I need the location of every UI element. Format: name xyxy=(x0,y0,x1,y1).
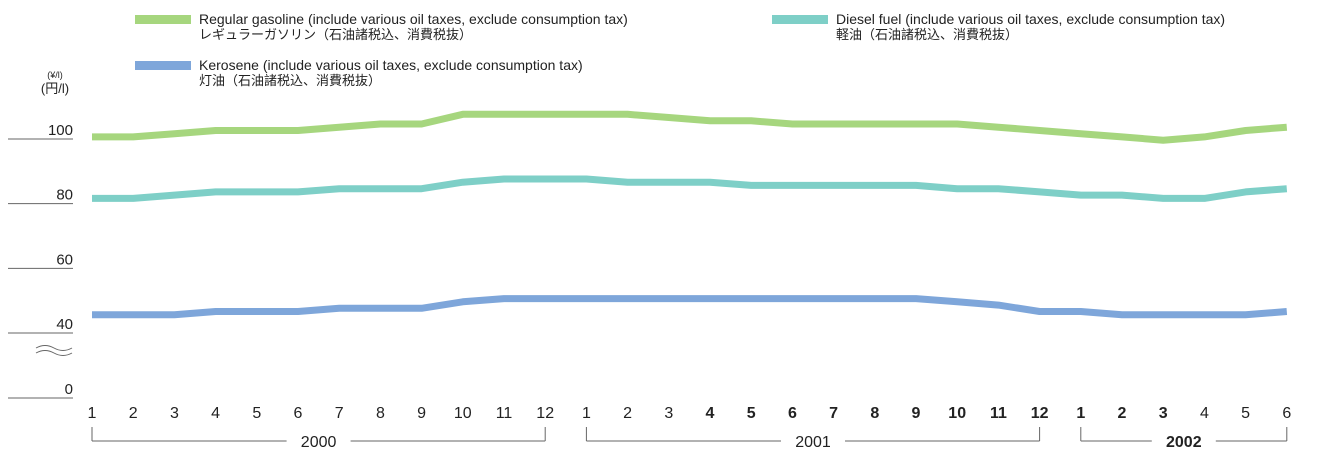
axis-break-line xyxy=(35,345,73,351)
x-tick-label: 1 xyxy=(1076,405,1085,422)
x-tick-label: 12 xyxy=(536,405,554,422)
legend-item-diesel: Diesel fuel (include various oil taxes, … xyxy=(772,12,1225,42)
x-tick-label: 8 xyxy=(376,405,385,422)
x-tick-label: 10 xyxy=(948,405,966,422)
y-axis-unit-ja: (円/l) xyxy=(40,81,70,96)
legend-swatch-gasoline xyxy=(135,15,191,24)
legend-label-gasoline-ja: レギュラーガソリン（石油諸税込、消費税抜） xyxy=(199,27,473,42)
year-label: 2001 xyxy=(795,434,831,451)
x-tick-label: 6 xyxy=(294,405,303,422)
x-tick-label: 1 xyxy=(88,405,97,422)
legend-item-kerosene: Kerosene (include various oil taxes, exc… xyxy=(135,58,583,88)
x-tick-label: 7 xyxy=(829,405,838,422)
legend-label-kerosene: Kerosene (include various oil taxes, exc… xyxy=(199,57,583,73)
x-tick-label: 10 xyxy=(454,405,472,422)
x-tick-label: 4 xyxy=(1200,405,1209,422)
x-tick-label: 1 xyxy=(582,405,591,422)
legend-label-diesel-ja: 軽油（石油諸税込、消費税抜） xyxy=(836,27,1019,42)
x-tick-label: 2 xyxy=(129,405,138,422)
series-line-1 xyxy=(92,110,1288,144)
x-tick-label: 5 xyxy=(747,405,756,422)
x-tick-label: 8 xyxy=(870,405,879,422)
y-tick-label: 100 xyxy=(48,122,73,139)
y-tick-label: 60 xyxy=(56,251,73,268)
year-label: 2002 xyxy=(1166,434,1202,451)
x-tick-label: 7 xyxy=(335,405,344,422)
x-tick-label: 5 xyxy=(252,405,261,422)
legend-swatch-kerosene xyxy=(135,61,191,70)
legend-label-gasoline: Regular gasoline (include various oil ta… xyxy=(199,11,628,27)
x-tick-label: 11 xyxy=(496,405,513,422)
x-tick-label: 12 xyxy=(1031,405,1049,422)
y-tick-label: 80 xyxy=(56,187,73,204)
legend-label-diesel: Diesel fuel (include various oil taxes, … xyxy=(836,11,1226,27)
legend-swatch-diesel xyxy=(772,15,828,24)
x-tick-label: 3 xyxy=(170,405,179,422)
x-tick-label: 6 xyxy=(788,405,797,422)
x-tick-label: 4 xyxy=(706,405,715,422)
series-line-3 xyxy=(92,295,1288,319)
y-tick-label: 40 xyxy=(56,316,73,333)
legend-label-kerosene-ja: 灯油（石油諸税込、消費税抜） xyxy=(199,73,382,88)
x-tick-label: 11 xyxy=(990,405,1007,422)
y-axis-unit: (¥/l) (円/l) xyxy=(30,69,80,95)
x-tick-label: 3 xyxy=(664,405,673,422)
y-tick-label: 0 xyxy=(65,381,73,398)
axis-break-line xyxy=(35,350,73,356)
x-tick-label: 3 xyxy=(1159,405,1168,422)
x-tick-label: 5 xyxy=(1241,405,1250,422)
series-line-2 xyxy=(92,175,1288,202)
x-tick-label: 9 xyxy=(912,405,921,422)
x-tick-label: 2 xyxy=(1118,405,1127,422)
y-axis-unit-en: (¥/l) xyxy=(47,70,63,80)
x-tick-label: 4 xyxy=(211,405,220,422)
x-tick-label: 6 xyxy=(1282,405,1291,422)
x-tick-label: 9 xyxy=(417,405,426,422)
x-tick-label: 2 xyxy=(623,405,632,422)
year-label: 2000 xyxy=(301,434,337,451)
legend-item-gasoline: Regular gasoline (include various oil ta… xyxy=(135,12,628,42)
